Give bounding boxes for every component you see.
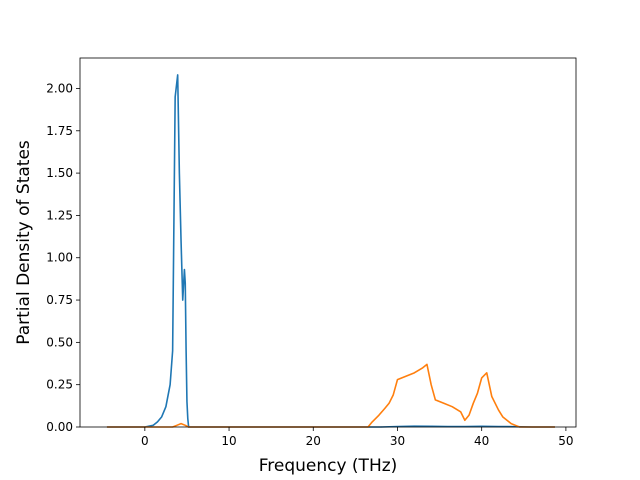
x-tick-label: 40 [474, 434, 489, 448]
x-tick-label: 0 [141, 434, 149, 448]
series-line-1 [106, 74, 555, 428]
y-tick-label: 1.25 [46, 208, 73, 222]
y-tick-label: 0.25 [46, 378, 73, 392]
axes-frame [79, 57, 577, 428]
y-tick-label: 1.75 [46, 124, 73, 138]
y-tick-label: 0.75 [46, 293, 73, 307]
y-tick-label: 2.00 [46, 81, 73, 95]
y-tick-label: 1.50 [46, 166, 73, 180]
y-tick-label: 0.50 [46, 335, 73, 349]
x-tick-label: 20 [306, 434, 321, 448]
y-tick-label: 0.00 [46, 420, 73, 434]
x-tick-label: 10 [221, 434, 236, 448]
plot-area [79, 57, 577, 428]
y-axis-label: Partial Density of States [14, 140, 34, 345]
y-axis-ticks: 0.00 0.25 0.50 0.75 1.00 1.25 1.50 1.75 2.00 [46, 81, 80, 434]
x-axis-label: Frequency (THz) [259, 456, 398, 476]
x-tick-label: 30 [390, 434, 405, 448]
y-tick-label: 1.00 [46, 251, 73, 265]
x-tick-label: 50 [558, 434, 573, 448]
x-axis-ticks: 0 10 20 30 40 50 [141, 427, 574, 448]
